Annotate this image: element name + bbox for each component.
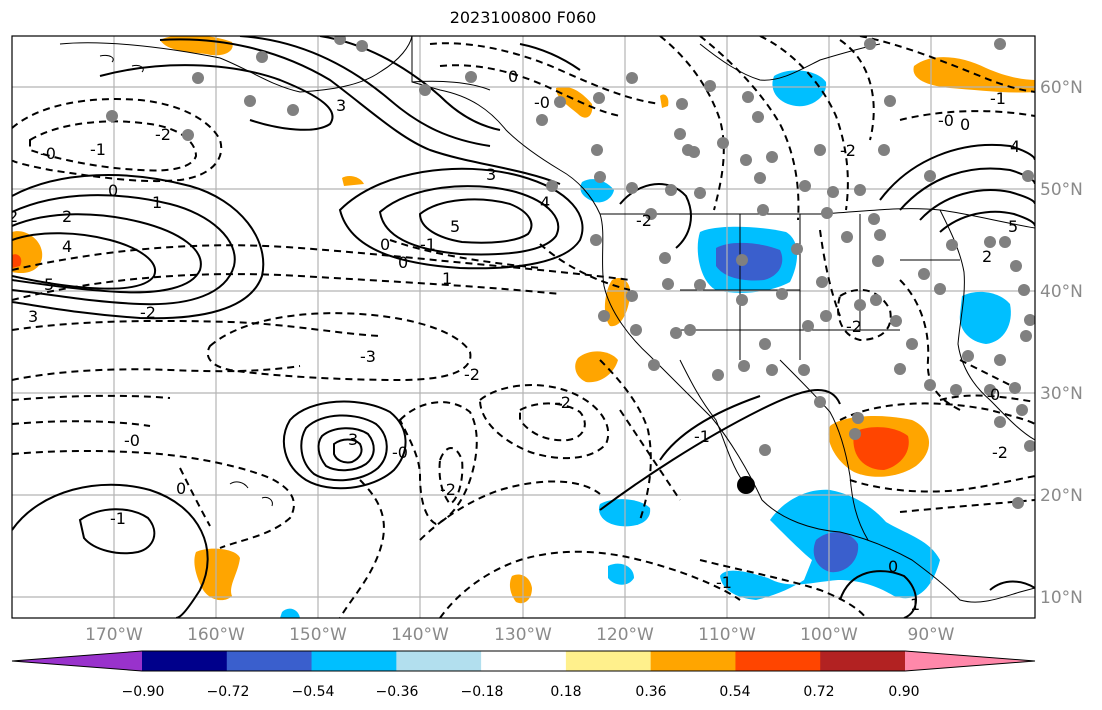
svg-text:3: 3 — [28, 307, 38, 326]
lat-label: 20°N — [1040, 486, 1083, 506]
svg-text:-2: -2 — [840, 141, 856, 160]
svg-text:5: 5 — [1008, 217, 1018, 236]
colorbar-tick: 0.54 — [719, 684, 750, 700]
svg-text:-0: -0 — [124, 431, 140, 450]
svg-text:-2: -2 — [440, 480, 456, 499]
svg-text:-1: -1 — [90, 140, 106, 159]
svg-text:0: 0 — [960, 115, 970, 134]
lat-label: 10°N — [1040, 588, 1083, 608]
svg-text:-2: -2 — [992, 443, 1008, 462]
lat-label: 30°N — [1040, 384, 1083, 404]
plot-border — [11, 35, 1036, 619]
svg-text:4: 4 — [62, 237, 72, 256]
graticule — [12, 36, 1035, 618]
svg-text:5: 5 — [450, 217, 460, 236]
lon-label: 110°W — [698, 625, 756, 645]
lon-label: 100°W — [800, 625, 858, 645]
lat-label: 60°N — [1040, 78, 1083, 98]
lon-label: 90°W — [908, 625, 955, 645]
svg-text:0: 0 — [380, 235, 390, 254]
colorbar-segment — [650, 651, 736, 671]
svg-text:-2: -2 — [155, 125, 171, 144]
svg-text:4: 4 — [540, 193, 550, 212]
colorbar-tick: 0.18 — [550, 684, 581, 700]
lat-label: 40°N — [1040, 282, 1083, 302]
svg-text:-0: -0 — [534, 93, 550, 112]
colorbar-extend-high — [905, 651, 1035, 671]
svg-text:3: 3 — [336, 96, 346, 115]
colorbar-extend-low — [12, 651, 142, 671]
svg-text:-1: -1 — [110, 509, 126, 528]
lon-label: 140°W — [391, 625, 449, 645]
station-dots — [106, 36, 1035, 509]
lon-label: 150°W — [289, 625, 347, 645]
colorbar-ticks: −0.90 −0.72 −0.54 −0.36 −0.18 0.18 0.36 … — [122, 684, 920, 700]
lon-label: 130°W — [494, 625, 552, 645]
colorbar-outline — [11, 650, 1036, 672]
svg-text:-2: -2 — [555, 393, 571, 412]
svg-text:0: 0 — [108, 181, 118, 200]
svg-text:1: 1 — [442, 269, 452, 288]
svg-text:-1: -1 — [420, 235, 436, 254]
colorbar-segment — [142, 651, 228, 671]
colorbar-segment — [481, 651, 567, 671]
colorbar-tick: −0.18 — [461, 684, 504, 700]
svg-text:2: 2 — [982, 247, 992, 266]
colorbar-segment — [735, 651, 821, 671]
colorbar-segment — [820, 651, 906, 671]
lon-label: 170°W — [85, 625, 143, 645]
colorbar-tick: −0.90 — [122, 684, 165, 700]
svg-text:3: 3 — [486, 165, 496, 184]
svg-text:0: 0 — [508, 67, 518, 86]
map-plot: 3 2 -2 -1 0 0 -0 -0 1 2 4 5 3 3 4 5 -2 0… — [8, 36, 1035, 618]
large-black-dot — [737, 476, 755, 494]
contour-labels: 3 2 -2 -1 0 0 -0 -0 1 2 4 5 3 3 4 5 -2 0… — [8, 67, 1020, 614]
svg-text:1: 1 — [910, 595, 920, 614]
colorbar-tick: −0.36 — [376, 684, 419, 700]
svg-text:-0: -0 — [392, 443, 408, 462]
colorbar-segment — [565, 651, 652, 671]
latitude-axis: 60°N 50°N 40°N 30°N 20°N 10°N — [1040, 78, 1083, 608]
svg-text:-2: -2 — [140, 303, 156, 322]
longitude-axis: 170°W 160°W 150°W 140°W 130°W 120°W 110°… — [85, 625, 955, 645]
svg-text:4: 4 — [1010, 137, 1020, 156]
lon-label: 120°W — [596, 625, 654, 645]
svg-text:-0: -0 — [938, 111, 954, 130]
colorbar-segment — [226, 651, 313, 671]
coastlines — [59, 36, 1035, 603]
colorbar — [11, 650, 1036, 672]
svg-text:0: 0 — [990, 385, 1000, 404]
svg-text:1: 1 — [152, 193, 162, 212]
colorbar-tick: 0.36 — [635, 684, 666, 700]
colorbar-segment — [396, 651, 482, 671]
svg-text:5: 5 — [44, 275, 54, 294]
svg-text:-1: -1 — [694, 427, 710, 446]
map-title: 2023100800 F060 — [449, 8, 597, 27]
svg-text:-1: -1 — [990, 89, 1006, 108]
svg-text:2: 2 — [8, 207, 18, 226]
colorbar-tick: 0.72 — [803, 684, 834, 700]
colorbar-segment — [311, 651, 397, 671]
colorbar-tick: −0.54 — [292, 684, 335, 700]
colorbar-tick: 0.90 — [888, 684, 919, 700]
svg-text:-3: -3 — [360, 347, 376, 366]
svg-text:-2: -2 — [636, 211, 652, 230]
colorbar-tick: −0.72 — [207, 684, 250, 700]
svg-text:3: 3 — [348, 430, 358, 449]
svg-text:0: 0 — [176, 479, 186, 498]
lon-label: 160°W — [187, 625, 245, 645]
shaded-areas — [12, 36, 1035, 618]
svg-text:-2: -2 — [464, 365, 480, 384]
lat-label: 50°N — [1040, 180, 1083, 200]
svg-text:0: 0 — [398, 253, 408, 272]
svg-text:-2: -2 — [846, 317, 862, 336]
svg-text:-0: -0 — [40, 144, 56, 163]
svg-text:2: 2 — [62, 207, 72, 226]
svg-text:0: 0 — [888, 557, 898, 576]
svg-text:-1: -1 — [716, 573, 732, 592]
